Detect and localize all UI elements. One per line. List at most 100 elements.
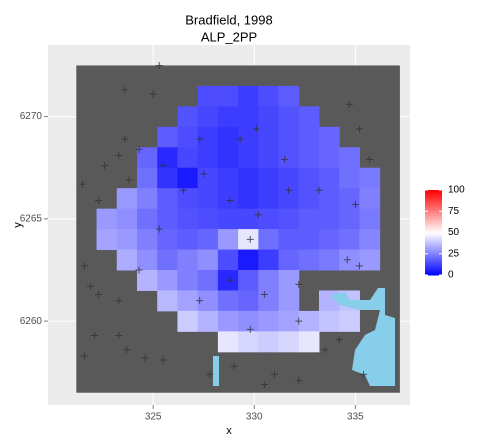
- chart-title: Bradfield, 1998: [185, 12, 272, 27]
- cell: [278, 167, 300, 189]
- cell: [157, 188, 178, 210]
- chart-subtitle: ALP_2PP: [201, 29, 257, 44]
- colorbar-segment: [425, 207, 442, 210]
- cell: [197, 147, 219, 169]
- point: [115, 297, 123, 305]
- cell: [177, 310, 199, 332]
- cell: [96, 208, 118, 230]
- cell: [136, 188, 158, 210]
- axes-layer: 325 330 335 6260 6265 6270: [20, 111, 364, 422]
- point: [155, 61, 163, 69]
- cell: [318, 126, 340, 148]
- colorbar-segment: [425, 232, 442, 236]
- cell: [258, 208, 280, 230]
- cell: [298, 229, 320, 251]
- point: [200, 170, 208, 178]
- cell: [298, 106, 320, 128]
- cell: [258, 249, 280, 271]
- point: [159, 356, 167, 364]
- cell: [238, 331, 259, 353]
- colorbar-segment: [425, 228, 442, 231]
- point: [206, 370, 214, 378]
- cell: [258, 126, 280, 148]
- point: [295, 376, 303, 384]
- y-axis-label: y: [12, 222, 24, 228]
- point: [252, 125, 260, 133]
- point: [355, 125, 363, 133]
- cell: [298, 310, 320, 332]
- cell: [116, 249, 138, 271]
- cell: [177, 126, 199, 148]
- cell: [359, 188, 381, 210]
- colorbar-segment: [425, 202, 442, 206]
- colorbar-segment: [425, 270, 442, 274]
- cell: [197, 85, 219, 107]
- colorbar-segment: [425, 217, 442, 221]
- cell: [339, 229, 360, 251]
- cell: [318, 249, 340, 271]
- cell: [318, 147, 340, 169]
- cell: [157, 290, 178, 312]
- point: [236, 135, 244, 143]
- colorbar-segment: [425, 264, 442, 267]
- colorbar-segment: [425, 221, 442, 225]
- colorbar-segment: [425, 200, 442, 204]
- cell: [258, 229, 280, 251]
- x-axis-label: x: [226, 425, 232, 437]
- cell: [278, 249, 300, 271]
- cell: [217, 167, 239, 189]
- cell: [359, 249, 381, 271]
- colorbar-segment: [425, 262, 442, 265]
- cell: [298, 208, 320, 230]
- cell: [177, 290, 199, 312]
- colorbar-segment: [425, 204, 442, 208]
- points-layer: [78, 61, 374, 389]
- cell: [197, 270, 219, 291]
- cell: [217, 331, 239, 353]
- point: [230, 362, 238, 370]
- colorbar-segment: [425, 241, 442, 244]
- cell: [339, 167, 360, 189]
- legend-label: 100: [448, 185, 465, 196]
- cell: [278, 208, 300, 230]
- cell: [318, 188, 340, 210]
- colorbar-segment: [425, 190, 442, 193]
- cell: [177, 229, 199, 251]
- cell: [136, 147, 158, 169]
- point: [271, 370, 279, 378]
- point: [345, 100, 353, 108]
- cell: [298, 147, 320, 169]
- cell: [197, 208, 219, 230]
- colorbar-segment: [425, 194, 442, 197]
- cell: [278, 126, 300, 148]
- point: [315, 186, 323, 194]
- point: [135, 145, 143, 153]
- colorbar-segment: [425, 211, 442, 214]
- colorbar-segment: [425, 251, 442, 255]
- point: [101, 162, 109, 170]
- point: [155, 225, 163, 233]
- cell: [157, 126, 178, 148]
- cell: [177, 208, 199, 230]
- cell: [238, 167, 259, 189]
- cell: [278, 331, 300, 353]
- colorbar-segment: [425, 234, 442, 238]
- cell: [136, 208, 158, 230]
- point: [343, 256, 351, 264]
- point: [115, 331, 123, 339]
- point: [196, 297, 204, 305]
- colorbar-segment: [425, 266, 442, 270]
- cell: [278, 270, 300, 291]
- legend: 0 25 50 75 100: [425, 185, 465, 281]
- cell: [238, 188, 259, 210]
- point: [254, 211, 262, 219]
- legend-label: 75: [448, 206, 460, 217]
- cell: [318, 229, 340, 251]
- cell: [359, 229, 381, 251]
- cell: [238, 85, 259, 107]
- point: [125, 176, 133, 184]
- cell: [278, 85, 300, 107]
- cell: [258, 270, 280, 291]
- point: [355, 262, 363, 270]
- cell: [217, 106, 239, 128]
